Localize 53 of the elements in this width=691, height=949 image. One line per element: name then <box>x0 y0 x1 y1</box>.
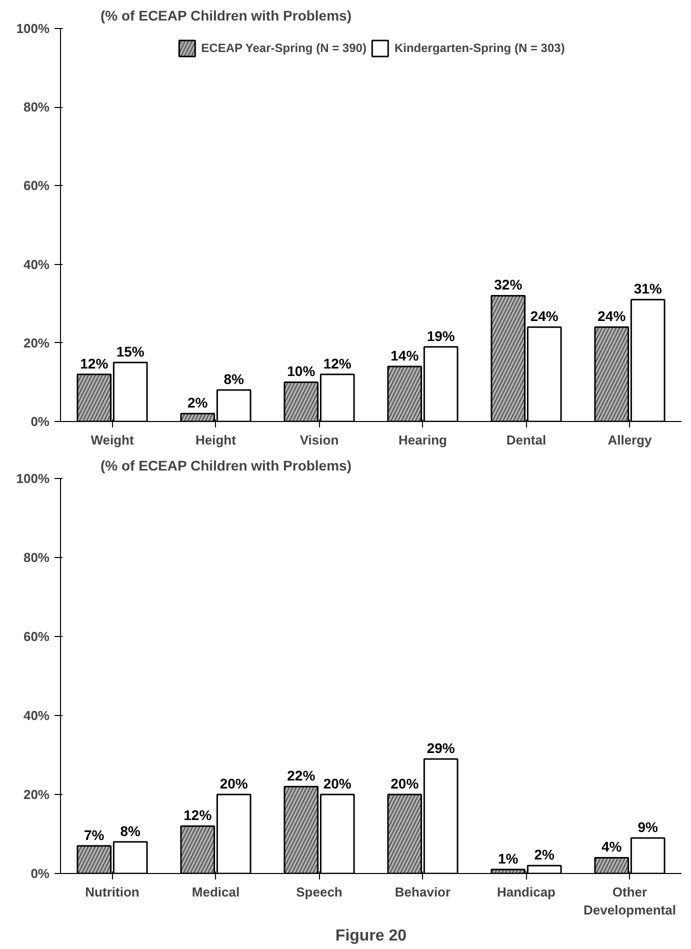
data-label: 9% <box>638 818 659 835</box>
data-label: 20% <box>220 776 248 792</box>
y-tick-label: 60% <box>23 629 50 644</box>
data-label: 31% <box>634 280 662 297</box>
data-label: 7% <box>84 826 105 843</box>
y-tick-label: 100% <box>16 471 50 486</box>
legend-label: ECEAP Year-Spring (N = 390) <box>201 41 366 55</box>
data-label: 2% <box>534 846 556 863</box>
x-tick-label: Nutrition <box>85 884 140 900</box>
data-label: 20% <box>390 776 420 792</box>
data-label: 24% <box>530 308 559 324</box>
data-label: 15% <box>116 344 145 360</box>
y-tick-label: 40% <box>23 256 50 272</box>
data-label: 14% <box>390 347 420 364</box>
data-label: 10% <box>287 363 316 380</box>
x-tick-label: Dental <box>506 432 546 448</box>
data-label: 8% <box>224 371 245 388</box>
data-label: 12% <box>80 355 109 372</box>
y-tick-label: 60% <box>23 178 50 194</box>
y-tick-label: 0% <box>30 866 50 881</box>
data-label: 2% <box>188 394 208 411</box>
chart-title: (% of ECEAP Children with Problems) <box>100 458 352 474</box>
y-tick-label: 20% <box>23 787 50 802</box>
chart-title: (% of ECEAP Children with Problems) <box>100 8 352 24</box>
y-tick-label: 20% <box>23 335 50 350</box>
x-tick-label: Medical <box>192 884 240 900</box>
legend-label: Kindergarten-Spring (N = 303) <box>394 41 565 55</box>
y-tick-label: 80% <box>23 100 50 115</box>
y-tick-label: 80% <box>23 550 50 565</box>
x-tick-label: Other Developmental <box>584 884 676 918</box>
data-label: 1% <box>498 850 519 867</box>
data-label: 20% <box>323 776 352 792</box>
data-label: 29% <box>426 740 456 756</box>
x-tick-label: Handicap <box>496 884 556 900</box>
x-tick-label: Weight <box>90 432 134 448</box>
x-tick-label: Behavior <box>394 884 451 900</box>
data-label: 24% <box>598 308 626 324</box>
x-tick-label: Allergy <box>608 432 653 448</box>
data-label: 32% <box>494 276 523 293</box>
y-tick-label: 0% <box>30 414 50 429</box>
y-tick-label: 100% <box>16 21 50 36</box>
data-label: 4% <box>602 838 622 855</box>
data-label: 19% <box>426 328 456 344</box>
x-tick-label: Speech <box>296 884 342 900</box>
data-label: 12% <box>184 807 212 824</box>
data-label: 8% <box>120 822 142 839</box>
x-tick-label: Hearing <box>398 432 448 448</box>
y-tick-label: 40% <box>23 708 50 723</box>
x-tick-label: Height <box>196 432 237 448</box>
caption: Figure 20 <box>335 928 407 944</box>
data-label: 12% <box>323 355 352 372</box>
x-tick-label: Vision <box>300 432 339 448</box>
data-label: 22% <box>287 768 316 784</box>
